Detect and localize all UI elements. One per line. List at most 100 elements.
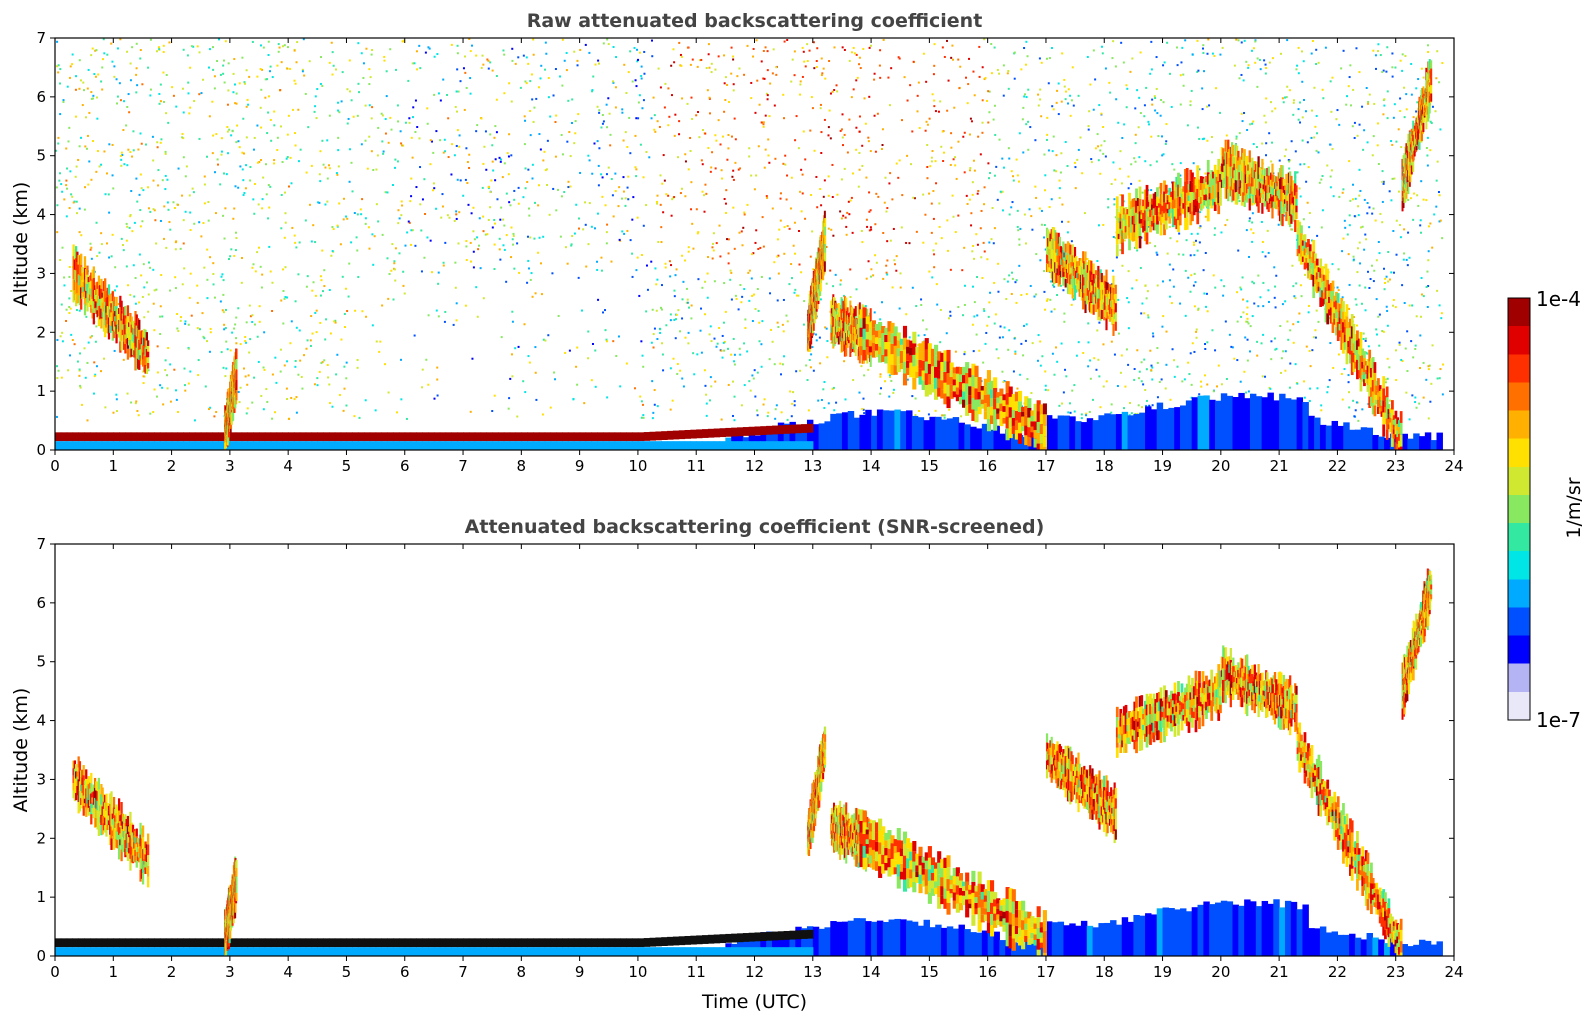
boundary-layer-pixel <box>795 424 802 434</box>
boundary-layer-pixel <box>375 432 383 442</box>
noise-pixel <box>172 94 175 97</box>
noise-pixel <box>1018 132 1021 135</box>
noise-pixel <box>1408 304 1411 307</box>
noise-pixel <box>211 152 214 155</box>
noise-pixel <box>437 282 440 285</box>
noise-pixel <box>429 139 432 142</box>
noise-pixel <box>528 214 531 217</box>
noise-pixel <box>468 166 471 169</box>
noise-pixel <box>845 233 848 236</box>
noise-pixel <box>1159 114 1162 117</box>
noise-pixel <box>75 75 78 78</box>
noise-pixel <box>913 197 916 200</box>
noise-pixel <box>100 370 103 373</box>
noise-pixel <box>1165 363 1168 366</box>
boundary-layer-pixel <box>760 426 767 435</box>
noise-pixel <box>140 142 143 145</box>
noise-pixel <box>1049 280 1052 283</box>
noise-pixel <box>756 414 759 417</box>
noise-pixel <box>326 363 329 366</box>
noise-pixel <box>779 197 782 200</box>
noise-pixel <box>1437 191 1440 194</box>
noise-pixel <box>1310 52 1313 55</box>
noise-pixel <box>1066 231 1069 234</box>
noise-pixel <box>1299 195 1302 198</box>
noise-pixel <box>371 49 374 52</box>
noise-pixel <box>703 194 706 197</box>
noise-pixel <box>827 227 830 230</box>
noise-pixel <box>1416 101 1419 104</box>
noise-pixel <box>1321 175 1324 178</box>
noise-pixel <box>1019 373 1022 376</box>
noise-pixel <box>643 50 646 53</box>
aerosol-band-pixel <box>1378 436 1385 450</box>
noise-pixel <box>930 202 933 205</box>
boundary-layer-pixel <box>84 432 91 442</box>
noise-pixel <box>179 247 182 250</box>
noise-pixel <box>1297 320 1300 323</box>
noise-pixel <box>302 38 305 41</box>
noise-pixel <box>138 301 141 304</box>
noise-pixel <box>833 89 836 92</box>
noise-pixel <box>836 193 839 196</box>
noise-pixel <box>1110 403 1113 406</box>
noise-pixel <box>1010 170 1013 173</box>
noise-pixel <box>981 121 984 124</box>
cloud-pixel <box>147 362 150 369</box>
noise-pixel <box>606 396 609 399</box>
aerosol-band-pixel <box>1185 400 1193 450</box>
noise-pixel <box>1397 190 1400 193</box>
noise-pixel <box>142 263 145 266</box>
noise-pixel <box>1356 324 1359 327</box>
noise-pixel <box>495 131 498 134</box>
cloud-pixel <box>102 311 106 322</box>
cloud-pixel <box>135 347 138 359</box>
noise-pixel <box>784 163 787 166</box>
noise-pixel <box>953 106 956 109</box>
noise-pixel <box>1064 98 1067 101</box>
noise-pixel <box>146 186 149 189</box>
noise-pixel <box>948 408 951 411</box>
noise-pixel <box>152 268 155 271</box>
noise-pixel <box>93 73 96 76</box>
boundary-layer-pixel <box>334 432 342 442</box>
noise-pixel <box>1415 110 1418 113</box>
noise-pixel <box>988 111 991 114</box>
noise-pixel <box>1399 236 1402 239</box>
noise-pixel <box>295 61 298 64</box>
noise-pixel <box>98 251 101 254</box>
noise-pixel <box>1307 304 1310 307</box>
noise-pixel <box>1035 253 1038 256</box>
surface-layer-pixel <box>713 441 721 450</box>
noise-pixel <box>158 92 161 95</box>
noise-pixel <box>89 336 92 339</box>
noise-pixel <box>563 59 566 62</box>
noise-pixel <box>835 84 838 87</box>
surface-layer-pixel <box>684 441 691 450</box>
noise-pixel <box>1335 118 1338 121</box>
noise-pixel <box>1426 270 1429 273</box>
noise-pixel <box>408 221 411 224</box>
noise-pixel <box>466 161 469 164</box>
noise-pixel <box>225 367 228 370</box>
boundary-layer-pixel <box>806 423 814 433</box>
noise-pixel <box>337 165 340 168</box>
noise-pixel <box>730 72 733 75</box>
noise-pixel <box>122 249 125 252</box>
noise-pixel <box>757 309 760 312</box>
noise-pixel <box>70 193 73 196</box>
noise-pixel <box>446 214 449 217</box>
noise-pixel <box>1114 65 1117 68</box>
noise-pixel <box>968 133 971 136</box>
noise-pixel <box>1019 227 1022 230</box>
noise-pixel <box>951 44 954 47</box>
noise-pixel <box>609 133 612 136</box>
noise-pixel <box>1303 396 1306 399</box>
noise-pixel <box>419 203 422 206</box>
noise-pixel <box>607 97 610 100</box>
noise-pixel <box>1431 246 1434 249</box>
surface-layer-pixel <box>742 441 750 450</box>
noise-pixel <box>234 323 237 326</box>
noise-pixel <box>403 292 406 295</box>
noise-pixel <box>1240 315 1243 318</box>
